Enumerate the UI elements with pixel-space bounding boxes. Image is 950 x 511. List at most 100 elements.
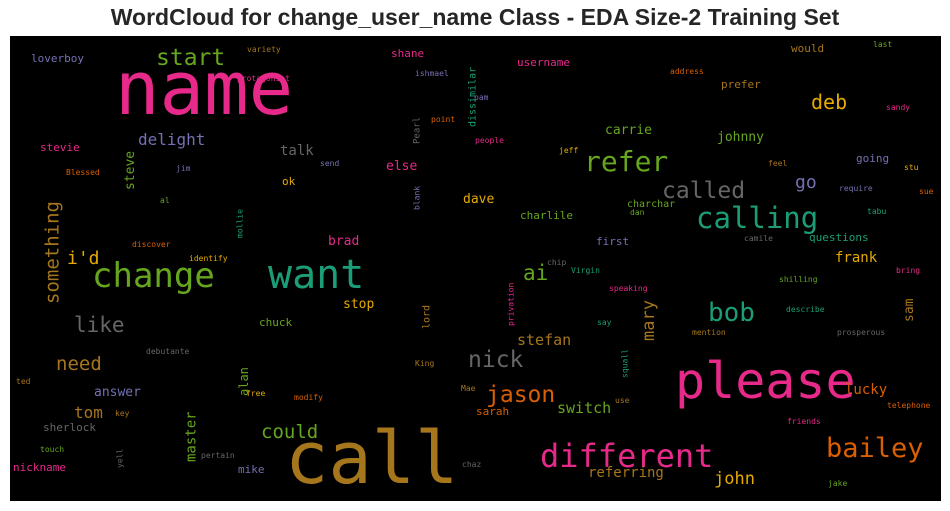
word-ai: ai: [523, 261, 548, 285]
word-protagonist: protagonist: [237, 74, 290, 83]
word-mike: mike: [238, 463, 265, 476]
word-shilling: shilling: [779, 275, 818, 284]
word-nickname: nickname: [13, 461, 66, 474]
wordcloud-canvas: name call please want change different calling…: [10, 36, 941, 501]
word-feel: feel: [768, 159, 787, 168]
word-ishmael: ishmael: [415, 69, 449, 78]
word-bailey: bailey: [826, 433, 924, 464]
word-sarah: sarah: [476, 405, 509, 418]
word-blank: blank: [413, 186, 422, 210]
word-virgin: Virgin: [571, 266, 600, 275]
word-prosperous: prosperous: [837, 328, 885, 337]
word-please: please: [675, 352, 856, 410]
word-dave: dave: [463, 192, 494, 207]
word-lucky: lucky: [845, 382, 887, 398]
word-dissimilar: dissimilar: [467, 67, 478, 127]
word-first: first: [596, 235, 629, 248]
word-username: username: [517, 56, 570, 69]
word-could: could: [261, 421, 318, 443]
word-call: call: [285, 416, 458, 500]
word-answer: answer: [94, 385, 141, 400]
word-speaking: speaking: [609, 284, 648, 293]
word-privation: privation: [507, 282, 516, 326]
word-last: last: [873, 40, 892, 49]
word-ted: ted: [16, 377, 31, 386]
word-squall: squall: [621, 349, 630, 378]
word-people: people: [475, 136, 504, 145]
wordcloud-words: name call please want change different calling…: [13, 40, 934, 500]
word-bob: bob: [708, 298, 755, 328]
word-going: going: [856, 152, 889, 165]
word-say: say: [597, 318, 612, 327]
word-start: start: [156, 45, 225, 71]
word-carrie: carrie: [605, 123, 652, 138]
word-charlile: charlile: [520, 209, 573, 222]
word-yell: yell: [116, 449, 125, 468]
word-mollie: mollie: [236, 209, 245, 238]
word-name: name: [115, 46, 293, 132]
word-al: al: [160, 196, 170, 205]
word-brad: brad: [328, 234, 359, 249]
word-stefan: stefan: [517, 331, 571, 349]
word-change: change: [92, 256, 215, 296]
word-called: called: [662, 178, 745, 204]
word-calling: calling: [696, 201, 818, 235]
word-stu: stu: [904, 163, 919, 172]
word-pearl: Pearl: [413, 117, 423, 144]
word-friends: friends: [787, 417, 821, 426]
word-chuck: chuck: [259, 316, 292, 329]
word-something: something: [42, 201, 64, 304]
word-frank: frank: [835, 250, 878, 266]
word-pam: pam: [474, 93, 489, 102]
word-touch: touch: [40, 445, 64, 454]
word-charchar: charchar: [627, 199, 675, 210]
word-lord: lord: [421, 305, 432, 329]
word-jim: jim: [176, 164, 191, 173]
word-dan: dan: [630, 208, 645, 217]
word-tabu: tabu: [867, 207, 886, 216]
word-describe: describe: [786, 305, 825, 314]
word-chaz: chaz: [462, 460, 481, 469]
word-alan: alan: [237, 367, 251, 396]
word-referring: referring: [588, 465, 664, 481]
word-want: want: [268, 252, 364, 298]
word-would: would: [791, 42, 824, 55]
word-delight: delight: [138, 130, 205, 149]
word-sherlock: sherlock: [43, 421, 96, 434]
word-mary: mary: [639, 300, 659, 341]
word-mention: mention: [692, 328, 726, 337]
word-modify: modify: [294, 393, 323, 402]
word-telephone: telephone: [887, 401, 931, 410]
word-discover: discover: [132, 240, 171, 249]
word-chip: chip: [547, 258, 566, 267]
word-pertain: pertain: [201, 451, 235, 460]
word-different: different: [540, 437, 713, 475]
word-sam: sam: [902, 298, 917, 322]
word-sue: sue: [919, 187, 934, 196]
word-send: send: [320, 159, 339, 168]
word-shane: shane: [391, 47, 424, 60]
word-variety: variety: [247, 45, 281, 54]
word-loverboy: loverboy: [31, 52, 84, 65]
word-stop: stop: [343, 297, 374, 312]
word-jeff: jeff: [559, 146, 578, 155]
word-talk: talk: [280, 143, 314, 159]
word-refer: refer: [584, 145, 668, 178]
word-tom: tom: [74, 403, 103, 422]
word-i-d: i'd: [67, 248, 100, 269]
word-jason: jason: [486, 382, 555, 408]
word-use: use: [615, 396, 630, 405]
word-need: need: [56, 353, 102, 375]
word-like: like: [74, 313, 125, 337]
word-free: free: [246, 389, 265, 398]
word-mae: Mae: [461, 384, 476, 393]
word-nick: nick: [468, 347, 524, 373]
word-stevie: stevie: [40, 141, 80, 154]
word-king: King: [415, 359, 434, 368]
word-point: point: [431, 115, 455, 124]
word-debutante: debutante: [146, 347, 190, 356]
word-blessed: Blessed: [66, 168, 100, 177]
word-sandy: sandy: [886, 103, 910, 112]
word-key: key: [115, 409, 130, 418]
word-questions: questions: [809, 231, 869, 244]
